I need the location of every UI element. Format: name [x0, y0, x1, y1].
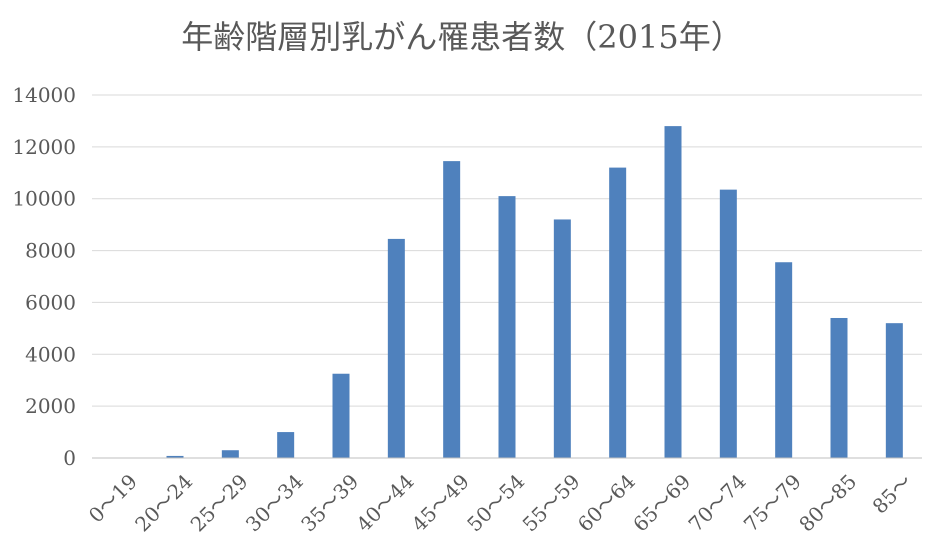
x-tick-label: 75～79: [739, 469, 806, 536]
bar-35～39: [332, 373, 350, 458]
x-tick-label: 20～24: [130, 469, 197, 536]
x-tick-label: 35～39: [296, 469, 363, 536]
bar-85～: [885, 323, 903, 458]
x-tick-label: 30～34: [241, 469, 308, 536]
bar-65～69: [664, 126, 682, 458]
x-tick-label: 45～49: [407, 469, 474, 536]
bar-75～79: [775, 262, 793, 458]
y-tick-label: 12000: [12, 135, 76, 159]
x-tick-label: 55～59: [518, 469, 585, 536]
bar-80～85: [830, 317, 848, 458]
bars: [111, 126, 903, 458]
chart-title: 年齢階層別乳がん罹患者数（2015年）: [181, 18, 742, 56]
x-tick-label: 50～54: [462, 469, 529, 536]
x-tick-label: 40～44: [352, 469, 419, 536]
y-axis-ticks: 0 2000 4000 6000 8000 10000 12000 14000: [12, 83, 76, 470]
x-tick-label: 60～64: [573, 469, 640, 536]
x-tick-label: 80～85: [794, 469, 861, 536]
bar-70～74: [719, 189, 737, 458]
x-tick-label: 70～74: [684, 469, 751, 536]
bar-50～54: [498, 196, 516, 458]
y-tick-label: 0: [63, 446, 76, 470]
bar-30～34: [277, 432, 295, 458]
bar-20～24: [166, 455, 184, 458]
y-tick-label: 14000: [12, 83, 76, 107]
x-axis-ticks: 0～1920～2425～2930～3435～3940～4445～4950～545…: [84, 469, 917, 536]
y-tick-label: 10000: [12, 187, 76, 211]
x-tick-label: 85～: [868, 469, 917, 518]
x-tick-label: 65～69: [628, 469, 695, 536]
y-tick-label: 6000: [25, 290, 76, 314]
y-tick-label: 8000: [25, 239, 76, 263]
bar-60～64: [609, 167, 627, 458]
bar-55～59: [553, 219, 571, 458]
bar-25～29: [221, 450, 239, 458]
bar-45～49: [443, 161, 461, 458]
y-tick-label: 4000: [25, 342, 76, 366]
y-tick-label: 2000: [25, 394, 76, 418]
bar-40～44: [387, 238, 405, 458]
x-tick-label: 25～29: [186, 469, 253, 536]
